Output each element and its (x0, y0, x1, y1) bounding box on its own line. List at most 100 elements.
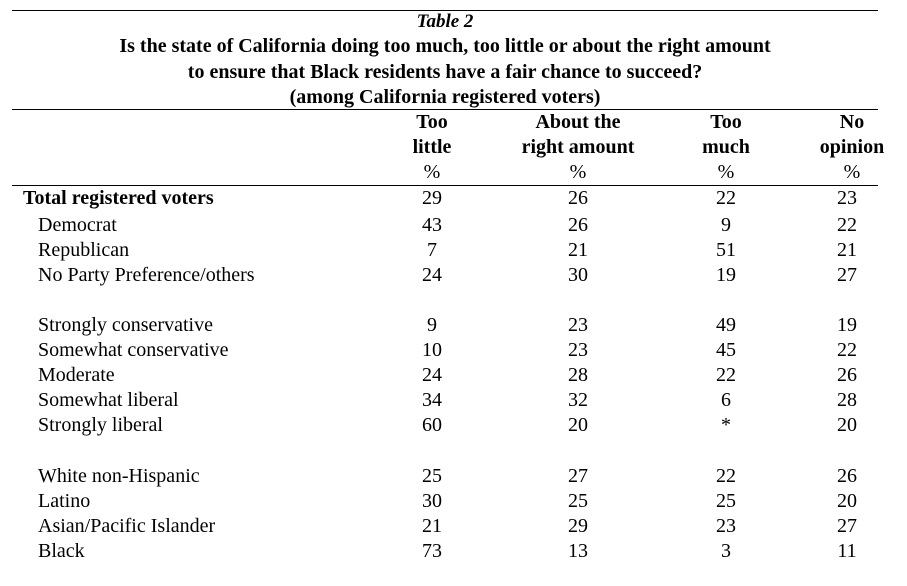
row-label: Strongly liberal (38, 414, 163, 436)
column-header-line: About the (535, 111, 621, 133)
table-row: Democrat 43 26 9 22 (0, 213, 907, 238)
table-cell: 23 (568, 339, 588, 361)
table-cell: 49 (716, 314, 736, 336)
table-cell: 51 (716, 239, 736, 261)
table-cell: 26 (568, 187, 588, 209)
table-cell: 34 (422, 389, 442, 411)
table-row: Black 73 13 3 11 (0, 539, 907, 564)
table-cell: 9 (721, 214, 731, 236)
table-label: Table 2 (416, 11, 474, 32)
table-cell: 26 (568, 214, 588, 236)
table-cell: 10 (422, 339, 442, 361)
table-row: Somewhat conservative 10 23 45 22 (0, 338, 907, 363)
table-cell: 45 (716, 339, 736, 361)
table-cell: 20 (568, 414, 588, 436)
table-cell: 7 (427, 239, 437, 261)
column-header-line: opinion (819, 136, 885, 158)
table-row: No Party Preference/others 24 30 19 27 (0, 263, 907, 288)
column-unit: % (423, 161, 441, 183)
table-cell: 29 (422, 187, 442, 209)
column-header-line: Too (710, 111, 742, 133)
table-row: White non-Hispanic 25 27 22 26 (0, 464, 907, 489)
table-cell: 30 (422, 490, 442, 512)
table-cell: 60 (422, 414, 442, 436)
table-row: Strongly conservative 9 23 49 19 (0, 313, 907, 338)
table-row: Asian/Pacific Islander 21 29 23 27 (0, 514, 907, 539)
table-cell: 32 (568, 389, 588, 411)
table-cell: 27 (837, 264, 857, 286)
table-title-line: to ensure that Black residents have a fa… (187, 61, 703, 83)
table-cell: 27 (837, 515, 857, 537)
row-label: No Party Preference/others (38, 264, 255, 286)
table-cell: 13 (568, 540, 588, 562)
table-cell: 9 (427, 314, 437, 336)
column-unit: % (569, 161, 587, 183)
column-header-too-little: Too little % (382, 110, 482, 185)
row-label: White non-Hispanic (38, 465, 200, 487)
table-row: Strongly liberal 60 20 * 20 (0, 413, 907, 438)
table-cell: 24 (422, 264, 442, 286)
table-cell: 26 (837, 364, 857, 386)
table-cell: 23 (837, 187, 857, 209)
table-cell: * (721, 414, 731, 436)
table-cell: 24 (422, 364, 442, 386)
column-unit: % (717, 161, 735, 183)
table-row: Somewhat liberal 34 32 6 28 (0, 388, 907, 413)
table-cell: 27 (568, 465, 588, 487)
table-cell: 11 (837, 540, 857, 562)
table-cell: 19 (716, 264, 736, 286)
table-cell: 22 (716, 187, 736, 209)
table-cell: 28 (568, 364, 588, 386)
table-cell: 43 (422, 214, 442, 236)
row-label: Black (38, 540, 85, 562)
row-label: Latino (38, 490, 91, 512)
row-label: Moderate (38, 364, 115, 386)
table-row: Latino 30 25 25 20 (0, 489, 907, 514)
column-header-line: much (702, 136, 750, 158)
table-cell: 22 (716, 364, 736, 386)
table-cell: 21 (568, 239, 588, 261)
table-cell: 21 (837, 239, 857, 261)
header-rule (12, 109, 878, 110)
column-header-rule (12, 185, 878, 186)
table-cell: 22 (837, 214, 857, 236)
row-label: Asian/Pacific Islander (38, 515, 216, 537)
column-unit: % (843, 161, 861, 183)
column-header-no-opinion: No opinion % (802, 110, 902, 185)
table-cell: 19 (837, 314, 857, 336)
row-label: Somewhat liberal (38, 389, 179, 411)
table-cell: 23 (568, 314, 588, 336)
top-rule (12, 10, 878, 11)
column-header-line: Too (416, 111, 448, 133)
row-label: Somewhat conservative (38, 339, 229, 361)
column-header-line: right amount (521, 136, 635, 158)
row-label: Republican (38, 239, 130, 261)
table-cell: 29 (568, 515, 588, 537)
row-label: Democrat (38, 214, 117, 236)
row-label: Total registered voters (23, 187, 214, 209)
table-cell: 6 (721, 389, 731, 411)
table-cell: 28 (837, 389, 857, 411)
column-header-too-much: Too much % (676, 110, 776, 185)
table-title-line: Is the state of California doing too muc… (119, 35, 771, 57)
row-label: Strongly conservative (38, 314, 213, 336)
table-cell: 20 (837, 490, 857, 512)
column-header-line: No (839, 111, 865, 133)
table-cell: 23 (716, 515, 736, 537)
table-row: Moderate 24 28 22 26 (0, 363, 907, 388)
table-cell: 25 (716, 490, 736, 512)
table-cell: 26 (837, 465, 857, 487)
table-row: Republican 7 21 51 21 (0, 238, 907, 263)
table-cell: 30 (568, 264, 588, 286)
table-cell: 25 (568, 490, 588, 512)
column-header-about-right: About the right amount % (493, 110, 663, 185)
table-row-total: Total registered voters 29 26 22 23 (0, 186, 907, 211)
table-cell: 22 (837, 339, 857, 361)
table-cell: 3 (721, 540, 731, 562)
table-subtitle: (among California registered voters) (289, 86, 601, 108)
table-cell: 73 (422, 540, 442, 562)
table-cell: 21 (422, 515, 442, 537)
table-cell: 22 (716, 465, 736, 487)
table-cell: 25 (422, 465, 442, 487)
table-cell: 20 (837, 414, 857, 436)
